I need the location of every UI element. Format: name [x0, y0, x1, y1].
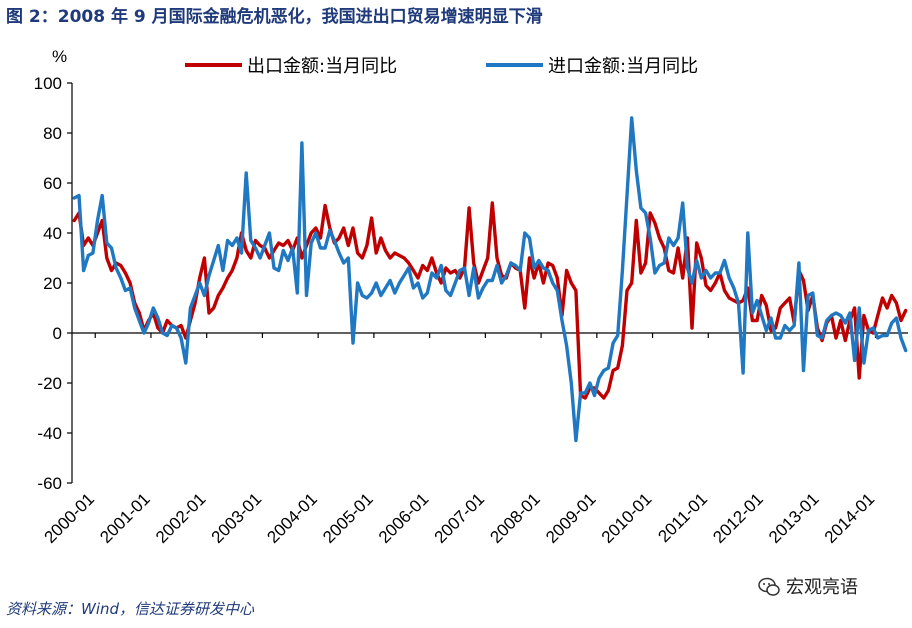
- y-tick-label: 100: [34, 74, 62, 93]
- y-tick-label: -60: [37, 474, 62, 493]
- series-layer: [72, 116, 908, 443]
- wechat-icon: [758, 577, 780, 596]
- legend-label-import: 进口金额:当月同比: [548, 56, 698, 77]
- y-tick-label: 0: [53, 324, 62, 343]
- legend: 出口金额:当月同比 进口金额:当月同比: [185, 56, 698, 77]
- y-axis-unit: %: [52, 47, 67, 66]
- x-tick-label: 2010-01: [598, 489, 656, 547]
- source-note: 资料来源：Wind，信达证券研发中心: [6, 600, 255, 618]
- y-tick-label: 20: [43, 274, 62, 293]
- y-tick-label: -20: [37, 374, 62, 393]
- y-tick-label: 60: [43, 174, 62, 193]
- x-tick-label: 2006-01: [375, 489, 433, 547]
- watermark: 宏观亮语: [758, 573, 858, 599]
- x-tick-label: 2009-01: [542, 489, 600, 547]
- chart-title: 图 2：2008 年 9 月国际金融危机恶化，我国进出口贸易增速明显下滑: [6, 7, 543, 27]
- export-series-line: [72, 201, 908, 400]
- x-tick-label: 2007-01: [431, 489, 489, 547]
- x-tick-label: 2012-01: [709, 489, 767, 547]
- x-tick-label: 2013-01: [765, 489, 823, 547]
- x-tick-label: 2002-01: [152, 489, 210, 547]
- y-tick-label: -40: [37, 424, 62, 443]
- x-tick-label: 2001-01: [96, 489, 154, 547]
- x-tick-label: 2004-01: [263, 489, 321, 547]
- x-tick-label: 2011-01: [654, 489, 711, 546]
- legend-label-export: 出口金额:当月同比: [247, 56, 397, 77]
- y-tick-label: 80: [43, 124, 62, 143]
- y-tick-label: 40: [43, 224, 62, 243]
- x-tick-label: 2003-01: [208, 489, 266, 547]
- x-tick-label: 2014-01: [821, 489, 879, 547]
- x-tick-label: 2000-01: [40, 489, 98, 547]
- axes: 100 80 60 40 20 0 -20 -40 -60% 2000-012001-012002…: [34, 47, 908, 547]
- x-tick-label: 2008-01: [486, 489, 544, 547]
- import-series-line: [72, 116, 908, 443]
- watermark-text: 宏观亮语: [786, 577, 858, 598]
- x-tick-label: 2005-01: [319, 489, 377, 547]
